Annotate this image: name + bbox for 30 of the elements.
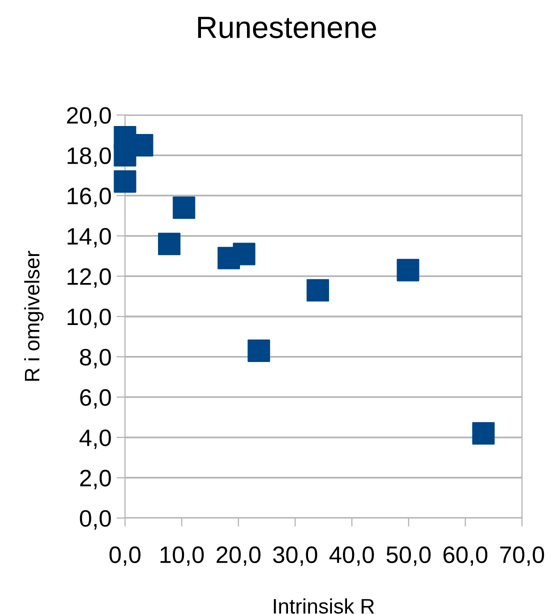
point [232,242,256,266]
point [114,170,136,193]
y-tick-label: 8,0 [80,348,111,368]
point [396,258,420,282]
y-tick-label: 20,0 [67,107,111,127]
chart-title: Runestenene [198,16,376,38]
x-axis-title: Intrinsisk R [274,598,374,614]
y-tick-label: 2,0 [80,470,111,490]
y-tick-label: 0,0 [80,510,111,530]
y-tick-label: 10,0 [68,308,111,328]
x-tick-label: 30,0 [273,546,318,566]
point [472,422,495,445]
y-tick-label: 14,0 [68,228,111,248]
x-tick-label: 60,0 [444,546,488,566]
x-tick-label: 70,0 [500,546,544,566]
y-tick-label: 12,0 [68,268,111,288]
point [248,340,270,362]
point [306,279,330,302]
y-tick-label: 16,0 [68,188,111,208]
y-axis-title: R i omgivelser [24,250,44,381]
x-tick-label: 20,0 [216,546,260,566]
y-tick-label: 4,0 [80,429,111,449]
x-tick-label: 40,0 [329,546,374,566]
x-tick-label: 50,0 [386,546,431,566]
point [158,232,180,256]
point [172,196,196,219]
x-tick-label: 0,0 [110,546,140,566]
x-tick-label: 10,0 [160,546,204,566]
y-tick-label: 18,0 [68,147,111,167]
y-tick-label: 6,0 [80,389,111,409]
